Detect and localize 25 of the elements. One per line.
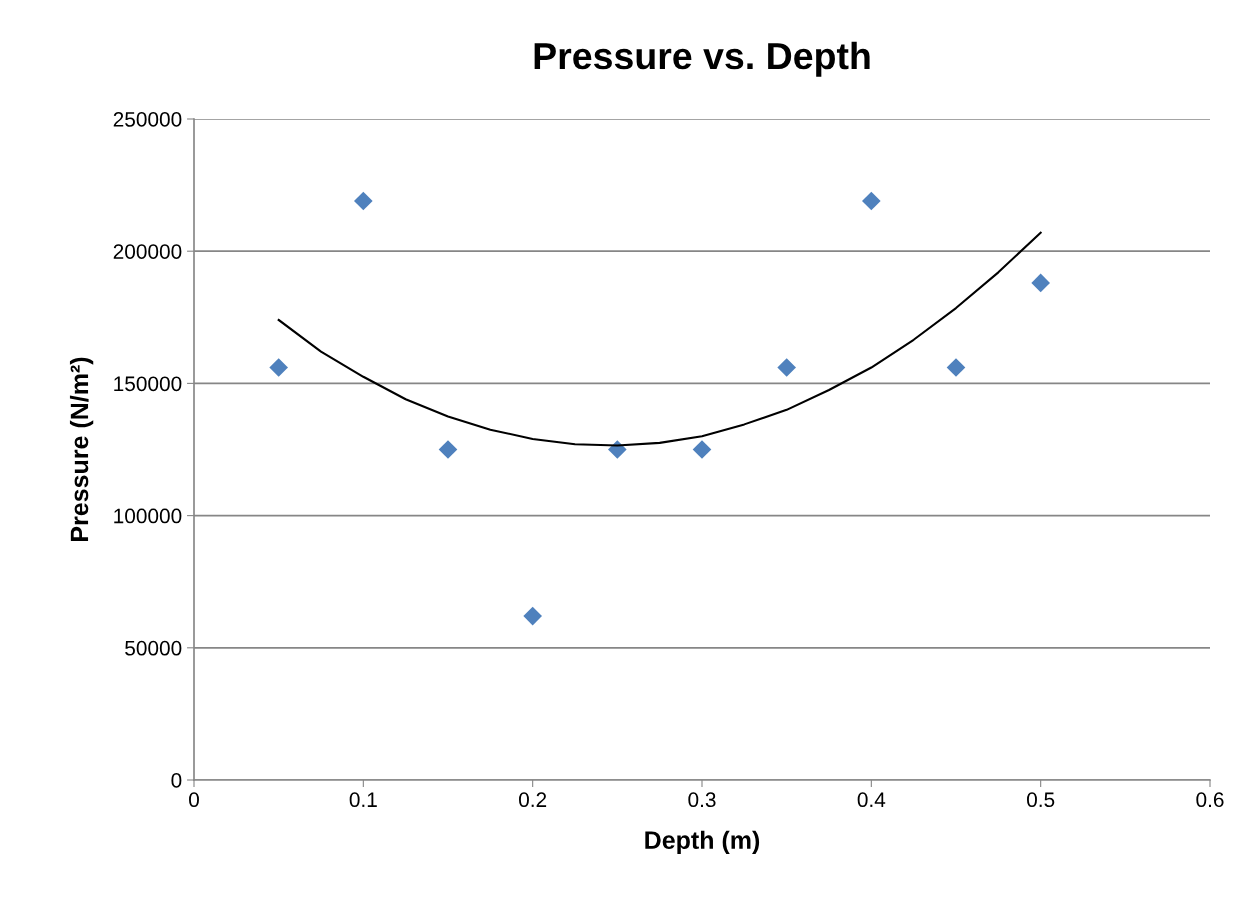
- x-tick-label: 0.4: [857, 792, 886, 808]
- point: [1031, 273, 1050, 293]
- point: [777, 358, 796, 377]
- point: [354, 191, 373, 211]
- point: [523, 606, 542, 626]
- point: [692, 440, 712, 459]
- x-tick-label: 0.2: [519, 792, 547, 808]
- chart-title: Pressure vs. Depth: [534, 41, 870, 77]
- point: [438, 440, 458, 459]
- y-axis-title: Pressure (N/m²): [69, 357, 94, 541]
- point: [269, 358, 288, 377]
- point: [862, 191, 881, 211]
- y-tick-label: 250000: [113, 112, 182, 127]
- y-tick-label: 150000: [114, 376, 182, 392]
- x-tick-label: 0.6: [1196, 792, 1224, 808]
- y-tick-label: 100000: [114, 508, 182, 524]
- x-tick-label: 0.1: [349, 792, 377, 808]
- x-tick-label: 0.3: [688, 792, 716, 808]
- y-tick-label: 50000: [125, 640, 182, 656]
- x-tick-label: 0: [189, 792, 199, 808]
- point: [946, 358, 966, 377]
- x-tick-label: 0.5: [1027, 792, 1055, 808]
- y-tick-label: 0: [171, 773, 182, 788]
- x-axis-title: Depth (m): [645, 830, 760, 854]
- y-tick-label: 200000: [113, 244, 182, 259]
